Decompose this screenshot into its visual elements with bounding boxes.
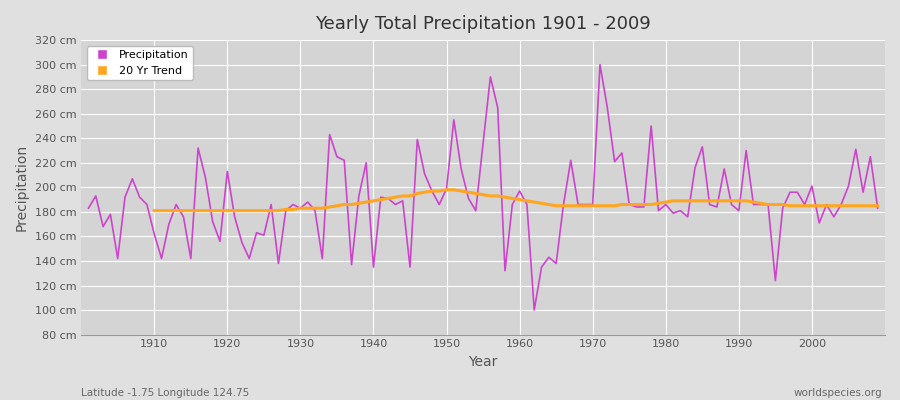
Legend: Precipitation, 20 Yr Trend: Precipitation, 20 Yr Trend (86, 46, 194, 80)
Y-axis label: Precipitation: Precipitation (15, 144, 29, 231)
Text: worldspecies.org: worldspecies.org (794, 388, 882, 398)
X-axis label: Year: Year (468, 355, 498, 369)
Title: Yearly Total Precipitation 1901 - 2009: Yearly Total Precipitation 1901 - 2009 (315, 15, 651, 33)
Text: Latitude -1.75 Longitude 124.75: Latitude -1.75 Longitude 124.75 (81, 388, 249, 398)
